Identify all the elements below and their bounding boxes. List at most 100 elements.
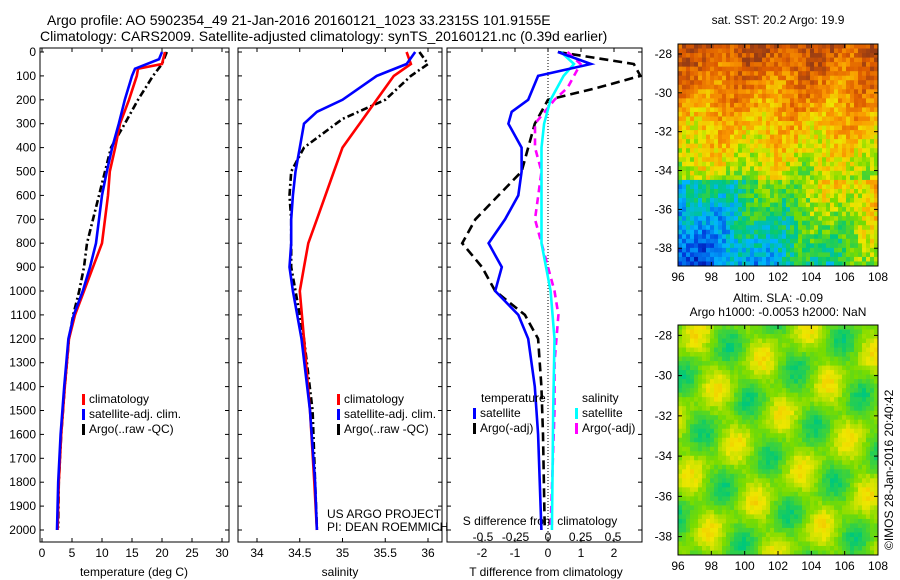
map-cell <box>794 184 799 190</box>
map-cell <box>830 347 835 353</box>
map-cell <box>726 482 731 488</box>
map-cell <box>730 57 735 63</box>
map-cell <box>738 161 743 167</box>
map-cell <box>790 325 795 331</box>
map-cell <box>850 247 855 253</box>
y-tick-label: 500 <box>16 165 36 179</box>
map-cell <box>702 98 707 104</box>
map-cell <box>870 198 875 204</box>
map-cell <box>814 238 819 244</box>
map-cell <box>846 491 851 497</box>
map-cell <box>754 157 759 163</box>
map-cell <box>774 343 779 349</box>
map-cell <box>826 460 831 466</box>
map-cell <box>682 170 687 176</box>
map-cell <box>806 392 811 398</box>
map-cell <box>730 216 735 222</box>
map-cell <box>830 509 835 515</box>
map-cell <box>678 383 683 389</box>
map-cell <box>718 352 723 358</box>
map-cell <box>806 518 811 524</box>
map-cell <box>826 252 831 258</box>
map-cell <box>826 98 831 104</box>
map-cell <box>806 352 811 358</box>
map-cell <box>826 428 831 434</box>
map-cell <box>722 225 727 231</box>
map-cell <box>718 202 723 208</box>
map-cell <box>838 247 843 253</box>
map-cell <box>866 98 871 104</box>
map-cell <box>742 446 747 452</box>
map-cell <box>750 388 755 394</box>
map-cell <box>694 437 699 443</box>
map-cell <box>734 433 739 439</box>
map-cell <box>694 514 699 520</box>
map-cell <box>738 243 743 249</box>
map-cell <box>706 478 711 484</box>
map-cell <box>710 392 715 398</box>
map-cell <box>802 166 807 172</box>
map-cell <box>858 406 863 412</box>
map-cell <box>818 170 823 176</box>
map-cell <box>822 152 827 158</box>
map-cell <box>722 397 727 403</box>
map-cell <box>698 469 703 475</box>
map-cell <box>798 130 803 136</box>
map-cell <box>838 111 843 117</box>
map-cell <box>862 469 867 475</box>
map-cell <box>706 252 711 258</box>
map-cell <box>798 202 803 208</box>
map-cell <box>714 247 719 253</box>
map-cell <box>710 361 715 367</box>
map-cell <box>690 243 695 249</box>
map-cell <box>834 361 839 367</box>
map-cell <box>838 392 843 398</box>
map-cell <box>714 419 719 425</box>
map-cell <box>746 261 751 267</box>
map-cell <box>746 234 751 240</box>
map-cell <box>690 166 695 172</box>
map-cell <box>870 437 875 443</box>
map-cell <box>770 220 775 226</box>
map-cell <box>754 44 759 50</box>
map-cell <box>786 410 791 416</box>
map-cell <box>838 347 843 353</box>
map-cell <box>822 238 827 244</box>
map-cell <box>722 89 727 95</box>
map-cell <box>774 48 779 54</box>
map-cell <box>802 234 807 240</box>
map-cell <box>706 370 711 376</box>
map-cell <box>798 166 803 172</box>
map-cell <box>794 66 799 72</box>
map-cell <box>830 374 835 380</box>
map-cell <box>818 437 823 443</box>
map-cell <box>726 229 731 235</box>
map-cell <box>806 361 811 367</box>
map-cell <box>690 392 695 398</box>
map-cell <box>694 243 699 249</box>
map-cell <box>710 500 715 506</box>
map-cell <box>754 130 759 136</box>
map-cell <box>778 469 783 475</box>
map-cell <box>814 93 819 99</box>
map-cell <box>714 57 719 63</box>
map-cell <box>714 93 719 99</box>
map-cell <box>798 75 803 81</box>
map-cell <box>842 388 847 394</box>
map-cell <box>770 442 775 448</box>
map-cell <box>806 148 811 154</box>
map-cell <box>730 157 735 163</box>
map-cell <box>758 469 763 475</box>
map-cell <box>826 370 831 376</box>
map-cell <box>678 57 683 63</box>
map-cell <box>802 66 807 72</box>
map-cell <box>682 383 687 389</box>
map-cell <box>874 152 879 158</box>
map-cell <box>678 478 683 484</box>
map-cell <box>754 392 759 398</box>
map-cell <box>702 419 707 425</box>
map-cell <box>858 464 863 470</box>
map-cell <box>726 478 731 484</box>
map-cell <box>774 356 779 362</box>
map-cell <box>774 410 779 416</box>
